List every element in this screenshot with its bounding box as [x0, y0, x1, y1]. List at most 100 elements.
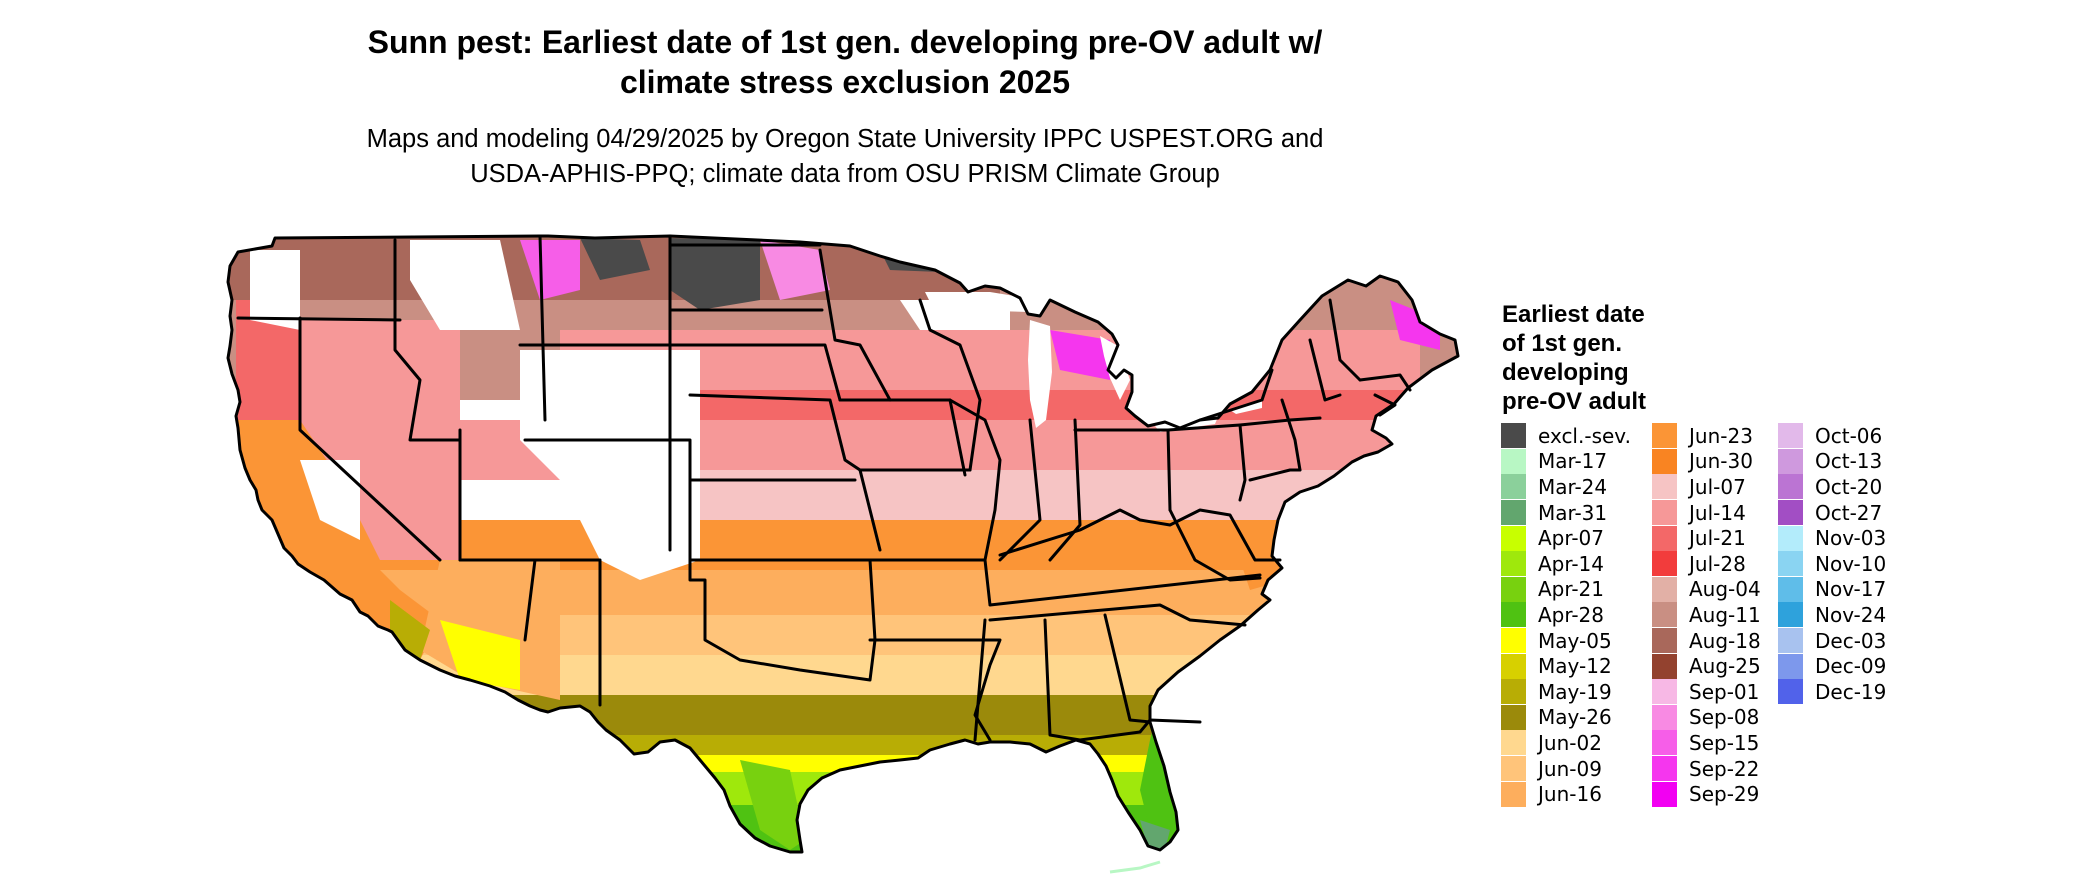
legend-item: Mar-17	[1501, 448, 1631, 475]
legend-item: Sep-22	[1652, 756, 1761, 782]
legend-item: Jun-16	[1501, 781, 1631, 807]
legend-item: Aug-25	[1652, 653, 1761, 679]
legend-label: Apr-21	[1538, 577, 1604, 602]
legend-swatch	[1778, 525, 1803, 551]
legend-item: May-19	[1501, 679, 1631, 705]
legend-item: Jul-07	[1652, 474, 1761, 500]
legend-item: Aug-04	[1652, 576, 1761, 603]
legend-swatch	[1652, 423, 1677, 449]
legend-label: Aug-18	[1689, 628, 1761, 653]
legend-title-line: developing	[1502, 359, 1629, 386]
legend-label: Dec-03	[1815, 628, 1887, 653]
legend-title-line: pre-OV adult	[1502, 388, 1647, 415]
legend-label: Nov-24	[1815, 602, 1887, 627]
legend-swatch	[1652, 576, 1677, 602]
legend-swatch	[1501, 500, 1526, 526]
legend-swatch	[1652, 781, 1677, 807]
legend-swatch	[1652, 551, 1677, 577]
legend-item: May-26	[1501, 704, 1631, 731]
legend-item: Mar-24	[1501, 474, 1631, 500]
legend-swatch	[1652, 474, 1677, 500]
legend-label: Jun-16	[1538, 782, 1602, 807]
legend-swatch	[1652, 602, 1677, 628]
legend-swatch	[1501, 448, 1526, 474]
legend-swatch	[1501, 551, 1526, 577]
legend-swatch	[1652, 653, 1677, 679]
legend-label: Apr-07	[1538, 526, 1604, 551]
legend-label: Oct-27	[1815, 500, 1883, 525]
legend-label: Sep-29	[1689, 782, 1760, 807]
legend-label: Jul-14	[1689, 500, 1746, 525]
legend-label: Jun-30	[1689, 449, 1753, 474]
legend-label: Jul-07	[1689, 474, 1746, 499]
legend-swatch	[1778, 653, 1803, 679]
legend-item: Mar-31	[1501, 500, 1631, 526]
legend-swatch	[1778, 602, 1803, 628]
legend-swatch	[1501, 525, 1526, 551]
legend-swatch	[1501, 602, 1526, 628]
legend-label: May-05	[1538, 628, 1612, 653]
subtitle-line-1: Maps and modeling 04/29/2025 by Oregon S…	[366, 125, 1324, 153]
legend-label: Aug-25	[1689, 654, 1761, 679]
legend-item: Oct-06	[1778, 423, 1886, 449]
legend-item: Sep-29	[1652, 781, 1761, 807]
legend-column-2: Jun-23 Jun-30 Jul-07 Jul-14 Jul-21 Jul-28 Aug-…	[1652, 423, 1761, 807]
legend-swatch	[1778, 628, 1803, 654]
legend-item: Dec-09	[1778, 653, 1886, 679]
legend-label: Jul-21	[1689, 526, 1746, 551]
legend-item: Nov-17	[1778, 576, 1886, 603]
title-line-1: Sunn pest: Earliest date of 1st gen. dev…	[367, 24, 1323, 60]
legend-swatch	[1501, 474, 1526, 500]
legend-label: Oct-13	[1815, 449, 1883, 474]
legend-swatch	[1778, 500, 1803, 526]
legend-swatch	[1778, 448, 1803, 474]
legend-title-line: of 1st gen.	[1502, 330, 1623, 357]
legend-label: Sep-08	[1689, 705, 1760, 730]
legend-swatch	[1501, 704, 1526, 730]
legend-label: Dec-19	[1815, 679, 1887, 704]
legend-item: Jul-14	[1652, 500, 1761, 526]
legend-item: May-05	[1501, 628, 1631, 654]
legend-item: Jun-30	[1652, 448, 1761, 475]
legend-swatch	[1652, 730, 1677, 756]
legend-item: Jul-21	[1652, 525, 1761, 551]
legend-item: Aug-11	[1652, 602, 1761, 628]
legend-label: Jun-02	[1538, 730, 1602, 755]
legend-swatch	[1778, 576, 1803, 602]
legend-label: Aug-04	[1689, 577, 1761, 602]
legend-item: Sep-15	[1652, 730, 1761, 756]
legend-item: Nov-24	[1778, 602, 1886, 628]
legend-item: Dec-19	[1778, 679, 1886, 705]
legend-label: Mar-17	[1538, 449, 1608, 474]
legend-item: Oct-20	[1778, 474, 1886, 500]
legend-label: Apr-14	[1538, 551, 1604, 576]
title-line-2: climate stress exclusion 2025	[619, 64, 1071, 100]
legend-swatch	[1652, 448, 1677, 474]
legend-label: excl.-sev.	[1538, 423, 1631, 448]
legend-swatch	[1501, 730, 1526, 756]
legend-item: Sep-08	[1652, 704, 1761, 731]
legend-item: Nov-03	[1778, 525, 1886, 551]
legend-item: excl.-sev.	[1501, 423, 1631, 449]
legend-label: Aug-11	[1689, 602, 1761, 627]
legend-item: Dec-03	[1778, 628, 1886, 654]
legend-swatch	[1778, 423, 1803, 449]
legend-swatch	[1652, 756, 1677, 782]
legend-swatch	[1778, 474, 1803, 500]
legend-item: Apr-21	[1501, 576, 1631, 603]
legend-item: Jul-28	[1652, 551, 1761, 577]
map-title: Sunn pest: Earliest date of 1st gen. dev…	[0, 22, 1690, 102]
legend-label: May-26	[1538, 705, 1612, 730]
legend-label: Oct-20	[1815, 474, 1883, 499]
legend-label: Jun-23	[1689, 423, 1753, 448]
legend-item: Jun-09	[1501, 756, 1631, 782]
legend-swatch	[1501, 576, 1526, 602]
legend-swatch	[1501, 756, 1526, 782]
map-subtitle: Maps and modeling 04/29/2025 by Oregon S…	[0, 122, 1690, 192]
legend-label: Mar-31	[1538, 500, 1608, 525]
legend-title-line: Earliest date	[1502, 301, 1645, 328]
legend-swatch	[1501, 423, 1526, 449]
legend-item: Oct-27	[1778, 500, 1886, 526]
legend-swatch	[1501, 628, 1526, 654]
